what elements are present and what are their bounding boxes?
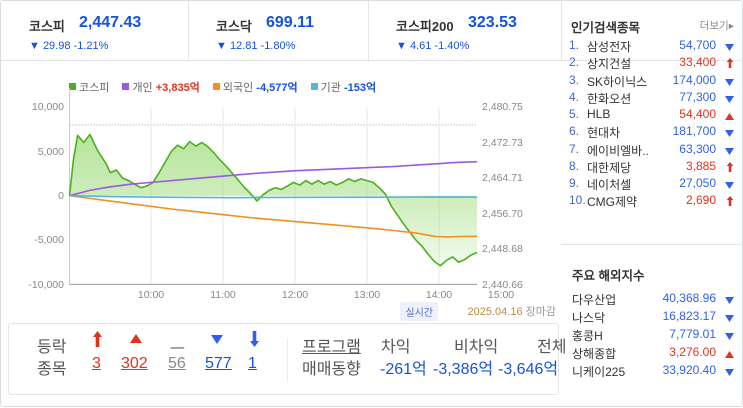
svg-text:0: 0	[58, 190, 64, 202]
svg-text:14:00: 14:00	[426, 289, 452, 301]
svg-text:11:00: 11:00	[210, 289, 236, 301]
svg-text:2,456.70: 2,456.70	[482, 208, 523, 220]
svg-text:2,464.71: 2,464.71	[482, 172, 523, 184]
svg-text:2,472.73: 2,472.73	[482, 137, 523, 149]
svg-text:12:00: 12:00	[282, 289, 308, 301]
svg-text:-5,000: -5,000	[34, 234, 64, 246]
svg-text:2,448.68: 2,448.68	[482, 243, 523, 255]
svg-text:10:00: 10:00	[138, 289, 164, 301]
svg-text:-10,000: -10,000	[28, 279, 64, 291]
svg-text:5,000: 5,000	[38, 146, 64, 158]
svg-text:13:00: 13:00	[354, 289, 380, 301]
svg-text:2,480.75: 2,480.75	[482, 101, 523, 113]
svg-text:10,000: 10,000	[32, 101, 64, 113]
svg-text:15:00: 15:00	[488, 289, 514, 301]
